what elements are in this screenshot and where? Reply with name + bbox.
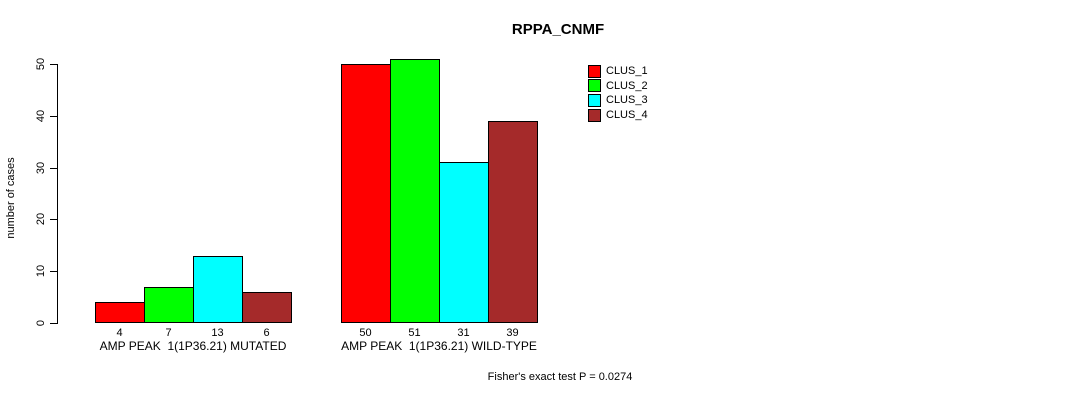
fisher-test-annotation: Fisher's exact test P = 0.0274 bbox=[487, 371, 633, 383]
legend-item-clus_1: CLUS_1 bbox=[588, 64, 648, 79]
bar-clus_3-group1 bbox=[193, 255, 243, 323]
bar-clus_2-group1 bbox=[144, 286, 194, 323]
legend-swatch-icon bbox=[588, 64, 601, 78]
y-axis-tick bbox=[50, 115, 57, 117]
bar-value-label: 39 bbox=[506, 327, 519, 339]
bar-clus_2-group2 bbox=[390, 58, 440, 323]
category-label-group1: AMP PEAK 1(1P36.21) MUTATED bbox=[99, 339, 287, 353]
y-axis-tick-label: 30 bbox=[35, 161, 47, 174]
y-axis-label: number of cases bbox=[5, 157, 17, 239]
legend-swatch-icon bbox=[588, 108, 601, 122]
legend-item-clus_2: CLUS_2 bbox=[588, 79, 648, 94]
legend-label: CLUS_1 bbox=[606, 65, 648, 78]
legend-label: CLUS_3 bbox=[606, 94, 648, 107]
bar-value-label: 31 bbox=[457, 327, 470, 339]
bar-value-label: 7 bbox=[165, 327, 172, 339]
bar-clus_3-group2 bbox=[439, 162, 489, 323]
bar-clus_1-group1 bbox=[95, 302, 145, 323]
legend-label: CLUS_2 bbox=[606, 79, 648, 92]
bar-clus_1-group2 bbox=[341, 64, 391, 323]
y-axis-tick-label: 0 bbox=[35, 319, 47, 327]
bar-value-label: 4 bbox=[116, 327, 123, 339]
y-axis-tick-label: 40 bbox=[35, 109, 47, 122]
legend: CLUS_1 CLUS_2 CLUS_3 CLUS_4 bbox=[588, 64, 648, 122]
y-axis-tick bbox=[50, 323, 57, 324]
legend-swatch-icon bbox=[588, 93, 601, 107]
bar-value-label: 50 bbox=[359, 327, 372, 339]
y-axis-tick bbox=[50, 167, 57, 169]
legend-item-clus_4: CLUS_4 bbox=[588, 108, 648, 123]
bar-value-label: 13 bbox=[211, 327, 224, 339]
legend-item-clus_3: CLUS_3 bbox=[588, 93, 648, 108]
bar-clus_4-group2 bbox=[488, 120, 538, 323]
bar-value-label: 6 bbox=[263, 327, 270, 339]
category-label-group2: AMP PEAK 1(1P36.21) WILD-TYPE bbox=[341, 339, 537, 353]
y-axis-tick-label: 10 bbox=[35, 265, 47, 278]
legend-label: CLUS_4 bbox=[606, 109, 648, 122]
legend-swatch-icon bbox=[588, 79, 601, 93]
y-axis-tick bbox=[50, 219, 57, 221]
chart-title: RPPA_CNMF bbox=[511, 21, 605, 38]
y-axis-tick-label: 50 bbox=[35, 57, 47, 71]
y-axis-tick bbox=[50, 271, 57, 273]
bar-value-label: 51 bbox=[408, 327, 421, 339]
y-axis-line bbox=[57, 64, 58, 324]
y-axis-tick bbox=[50, 64, 57, 65]
bar-clus_4-group1 bbox=[242, 291, 292, 323]
y-axis-tick-label: 20 bbox=[35, 213, 47, 226]
